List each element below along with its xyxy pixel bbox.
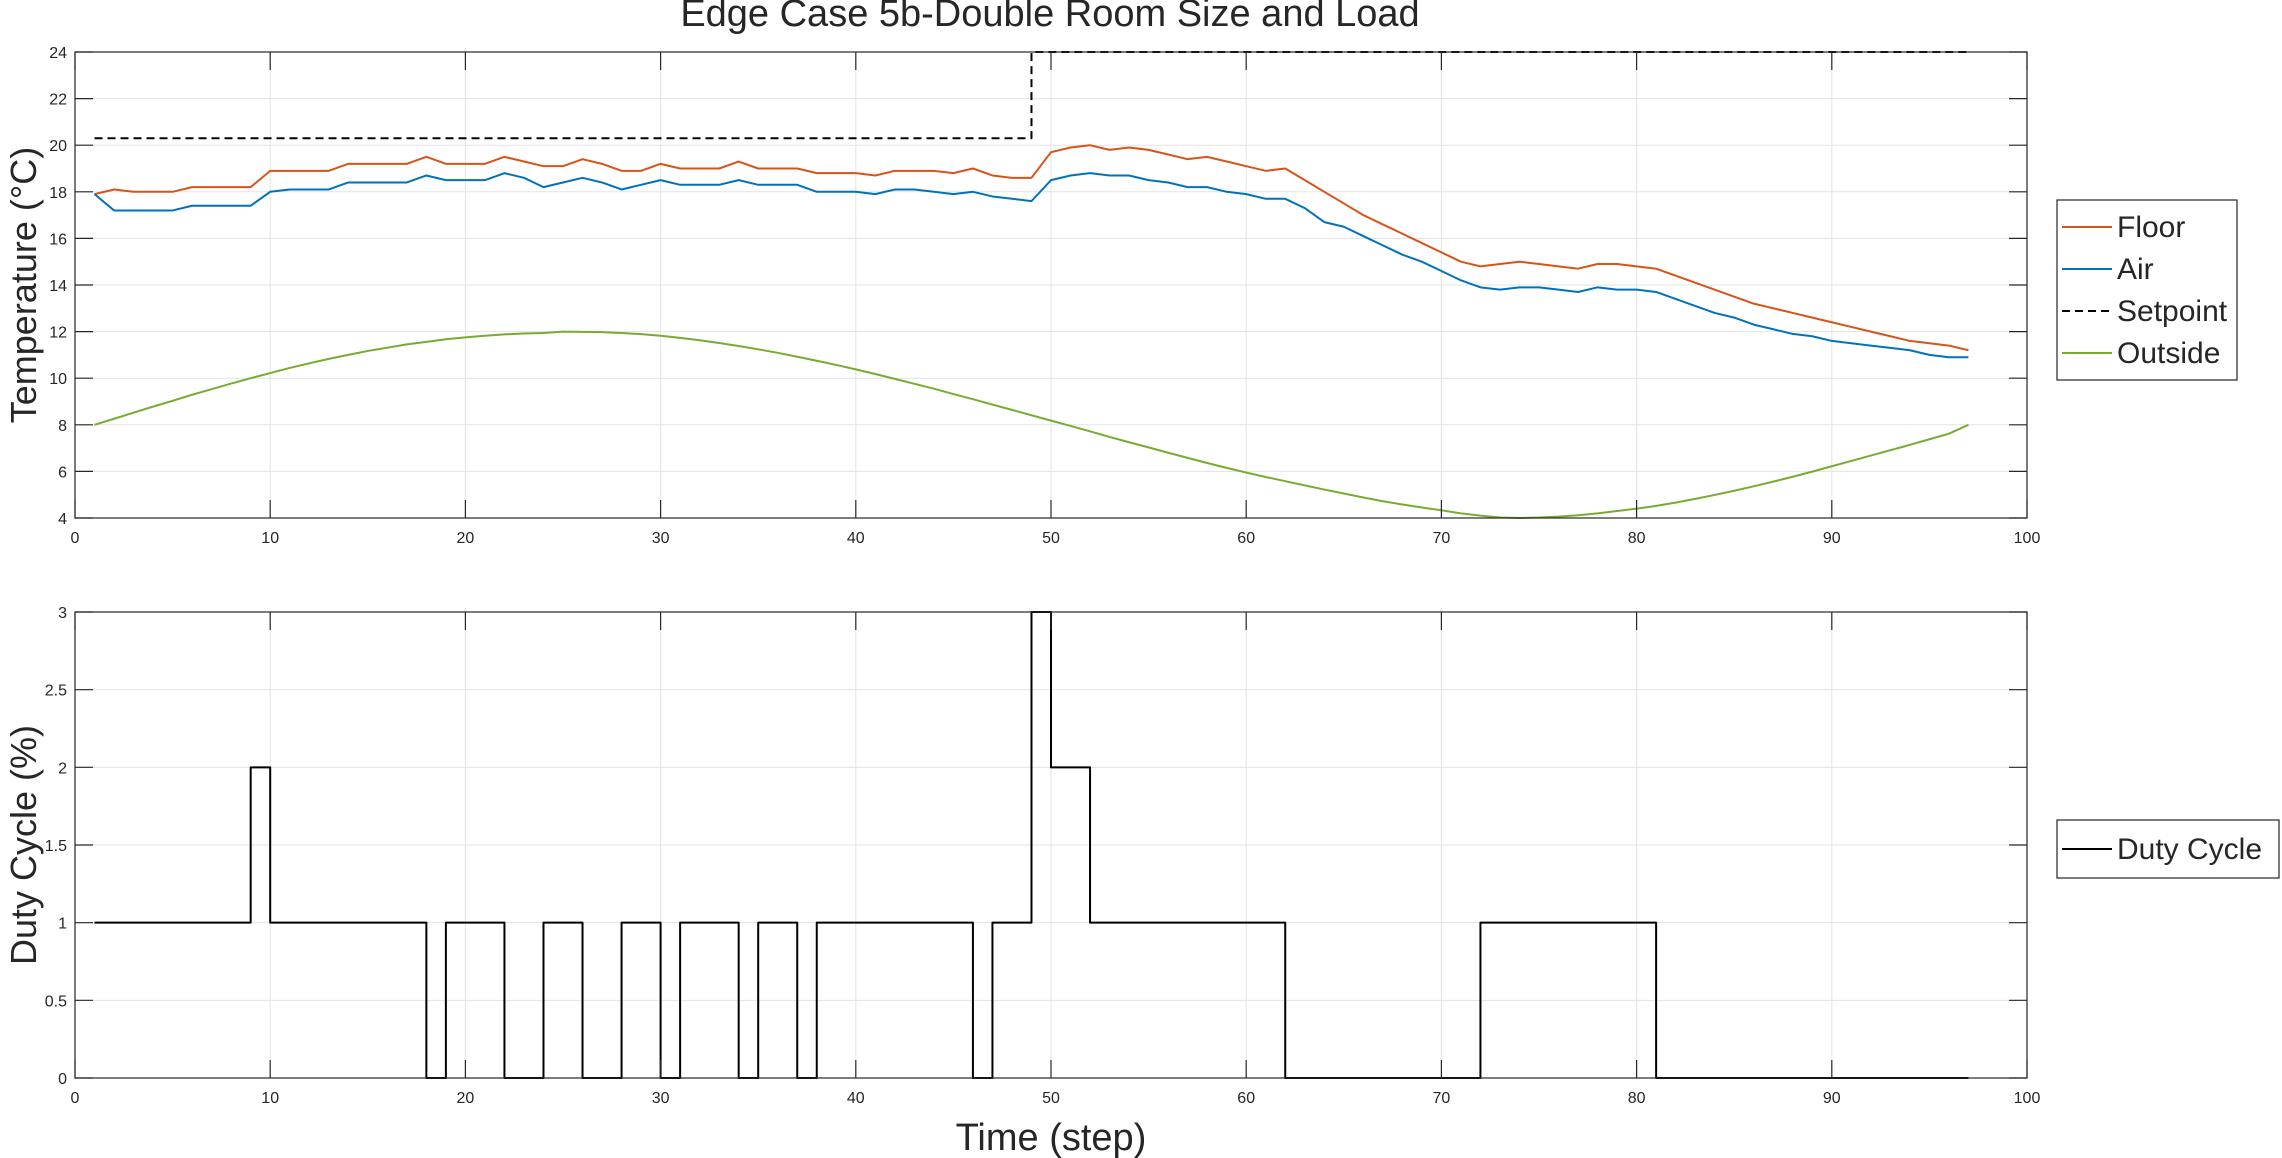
x-tick-label: 50 [1042, 530, 1060, 547]
x-tick-label: 10 [261, 530, 279, 547]
x-tick-label: 20 [457, 530, 475, 547]
y-axis-label: Duty Cycle (%) [3, 725, 44, 965]
x-tick-label: 80 [1628, 1090, 1646, 1107]
legend-entry: Setpoint [2117, 295, 2228, 328]
y-tick-label: 6 [58, 464, 67, 481]
x-tick-label: 90 [1823, 1090, 1841, 1107]
x-tick-label: 100 [2014, 1090, 2041, 1107]
legend-entry: Outside [2117, 337, 2220, 370]
series-line-setpoint [94, 51, 1969, 140]
legend-entry: Duty Cycle [2117, 833, 2262, 866]
y-tick-label: 20 [49, 138, 67, 155]
x-tick-label: 20 [457, 1090, 475, 1107]
y-tick-label: 2.5 [45, 683, 67, 700]
x-tick-label: 100 [2014, 530, 2041, 547]
y-tick-label: 12 [49, 325, 67, 342]
series-line-floor [94, 144, 1969, 352]
x-axis-label: Time (step) [956, 1117, 1147, 1158]
y-tick-label: 18 [49, 185, 67, 202]
x-tick-label: 30 [652, 1090, 670, 1107]
y-tick-label: 2 [58, 760, 67, 777]
y-tick-label: 8 [58, 418, 67, 435]
y-tick-label: 1.5 [45, 838, 67, 855]
y-tick-label: 3 [58, 605, 67, 622]
x-tick-label: 80 [1628, 530, 1646, 547]
legend-entry: Floor [2117, 211, 2185, 244]
x-tick-label: 60 [1237, 530, 1255, 547]
duty-cycle-axes: 0 10 20 30 40 50 60 70 80 90 100 0 0.5 1 1.5 2 2.5 3 Duty … [3, 605, 2280, 1158]
x-tick-label: 0 [71, 1090, 80, 1107]
x-tick-label: 70 [1433, 1090, 1451, 1107]
y-tick-label: 14 [49, 278, 67, 295]
x-tick-label: 40 [847, 1090, 865, 1107]
temperature-axes: 0 10 20 30 40 50 60 70 80 90 100 4 6 8 10 12 14 16 18 20 22 2… [3, 45, 2238, 547]
x-tick-label: 90 [1823, 530, 1841, 547]
legend-box [2056, 199, 2238, 381]
x-tick-label: 0 [71, 530, 80, 547]
y-axis-label: Temperature (°C) [3, 147, 44, 423]
y-tick-label: 22 [49, 92, 67, 109]
x-tick-label: 60 [1237, 1090, 1255, 1107]
y-tick-label: 1 [58, 916, 67, 933]
series-line-duty-cycle [94, 611, 1969, 1079]
series-line-air [93, 172, 1969, 359]
figure-title: Edge Case 5b-Double Room Size and Load [680, 0, 1419, 35]
y-tick-label: 16 [49, 231, 67, 248]
y-tick-label: 0 [58, 1071, 67, 1088]
x-tick-label: 50 [1042, 1090, 1060, 1107]
x-tick-label: 70 [1433, 530, 1451, 547]
y-tick-label: 10 [49, 371, 67, 388]
legend-entry: Air [2117, 253, 2154, 286]
series-line-outside [94, 330, 1969, 519]
y-tick-label: 4 [58, 511, 67, 528]
x-tick-label: 30 [652, 530, 670, 547]
y-tick-label: 24 [49, 45, 67, 62]
x-tick-label: 10 [261, 1090, 279, 1107]
y-tick-label: 0.5 [45, 993, 67, 1010]
x-tick-label: 40 [847, 530, 865, 547]
